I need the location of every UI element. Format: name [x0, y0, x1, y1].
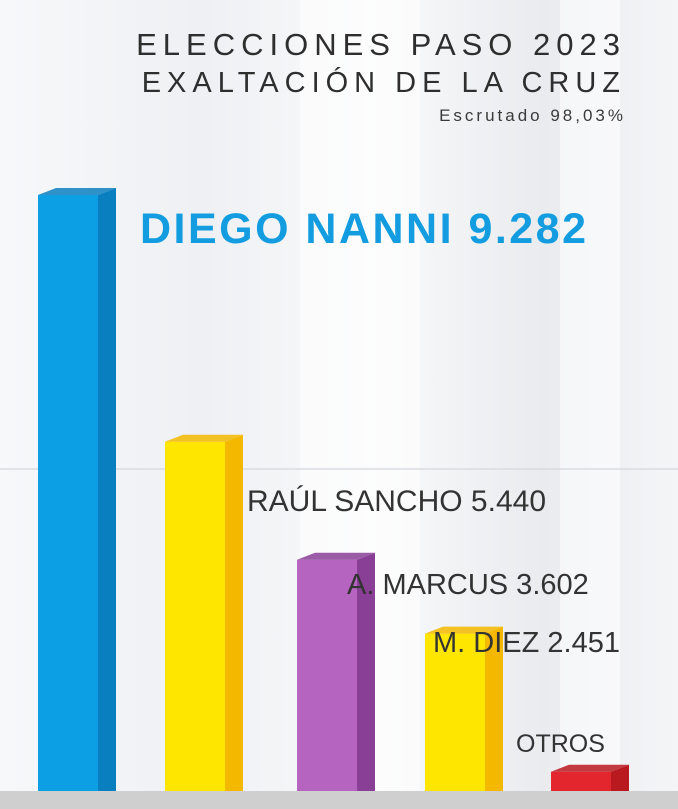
bar-label-1: DIEGO NANNI 9.282 — [140, 205, 586, 253]
bar-5 — [551, 764, 629, 791]
chart-title: ELECCIONES PASO 2023 — [136, 27, 626, 62]
bar-1 — [38, 188, 116, 791]
bar-top-3 — [297, 552, 375, 560]
bar-side-3 — [357, 552, 375, 791]
bar-top-5 — [551, 764, 629, 772]
bar-front-5 — [551, 771, 611, 791]
bar-side-1 — [98, 188, 116, 791]
bar-side-4 — [485, 626, 503, 791]
bottom-bar — [0, 791, 678, 809]
bar-top-4 — [425, 626, 503, 634]
bar-top-1 — [38, 188, 116, 195]
bar-front-2 — [165, 441, 225, 791]
bar-2 — [165, 434, 243, 791]
bar-side-5 — [611, 764, 629, 791]
scrutiny-percentage: Escrutado 98,03% — [439, 106, 626, 125]
bar-front-4 — [425, 633, 485, 791]
bar-3 — [297, 552, 375, 791]
bar-label-2: RAÚL SANCHO 5.440 — [247, 485, 546, 518]
bar-side-2 — [225, 434, 243, 791]
bar-front-1 — [38, 195, 98, 791]
chart-header: ELECCIONES PASO 2023 EXALTACIÓN DE LA CR… — [136, 26, 626, 126]
bar-4 — [425, 626, 503, 791]
bar-label-3: A. MARCUS 3.602 — [347, 569, 589, 601]
background-line — [0, 468, 678, 470]
bar-label-5: OTROS — [516, 730, 605, 758]
background-panel — [560, 0, 620, 809]
bar-label-4: M. DIEZ 2.451 — [433, 627, 620, 659]
bar-front-3 — [297, 559, 357, 791]
bar-top-2 — [165, 434, 243, 442]
chart-subtitle: EXALTACIÓN DE LA CRUZ — [141, 67, 626, 99]
